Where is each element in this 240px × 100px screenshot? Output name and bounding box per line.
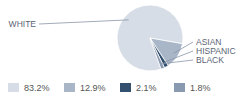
slice-label: BLACK [196,55,224,65]
pie [117,5,183,71]
leader-line [161,60,193,64]
slice-labels: WHITEASIANHISPANICBLACK [9,19,236,65]
legend-swatch [8,83,19,92]
legend: 83.2% 12.9% 2.1% 1.8% [8,83,211,93]
pie-slice [150,38,164,69]
legend-label: 12.9% [80,83,106,93]
chart: WHITEASIANHISPANICBLACK 83.2% 12.9% 2.1% 1.8… [0,0,240,100]
legend-swatch [120,83,131,92]
legend-label: 1.8% [190,83,211,93]
legend-swatch [174,83,185,92]
slice-label: WHITE [9,19,37,29]
legend-label: 2.1% [136,83,157,93]
pie-slice [117,5,183,71]
leader-line [39,20,129,24]
legend-label: 83.2% [24,83,50,93]
leader-line [173,42,193,53]
legend-swatch [64,83,75,92]
